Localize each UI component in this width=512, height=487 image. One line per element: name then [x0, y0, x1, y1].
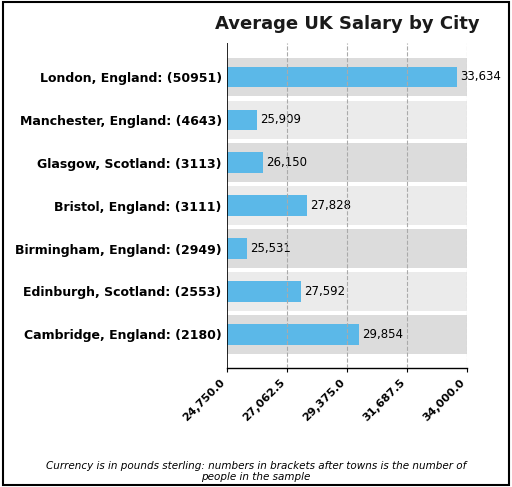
Text: 27,828: 27,828	[310, 199, 351, 212]
Text: 33,634: 33,634	[460, 71, 501, 83]
Text: 25,909: 25,909	[260, 113, 301, 126]
Bar	[227, 101, 466, 139]
Bar	[227, 229, 466, 268]
Bar	[227, 281, 301, 302]
Bar	[227, 67, 457, 87]
Bar	[227, 187, 466, 225]
Bar	[227, 152, 264, 173]
Text: Currency is in pounds sterling: numbers in brackets after towns is the number of: Currency is in pounds sterling: numbers …	[46, 461, 466, 482]
Text: 29,854: 29,854	[362, 328, 403, 341]
Bar	[227, 238, 247, 259]
Bar	[227, 57, 466, 96]
Bar	[227, 195, 307, 216]
Bar	[227, 315, 466, 354]
Bar	[227, 272, 466, 311]
Bar	[227, 110, 257, 130]
Bar	[227, 144, 466, 182]
Bar	[227, 324, 359, 345]
Text: 25,531: 25,531	[250, 242, 291, 255]
Title: Average UK Salary by City: Average UK Salary by City	[215, 15, 479, 33]
Text: 27,592: 27,592	[304, 285, 345, 298]
Text: 26,150: 26,150	[267, 156, 308, 169]
